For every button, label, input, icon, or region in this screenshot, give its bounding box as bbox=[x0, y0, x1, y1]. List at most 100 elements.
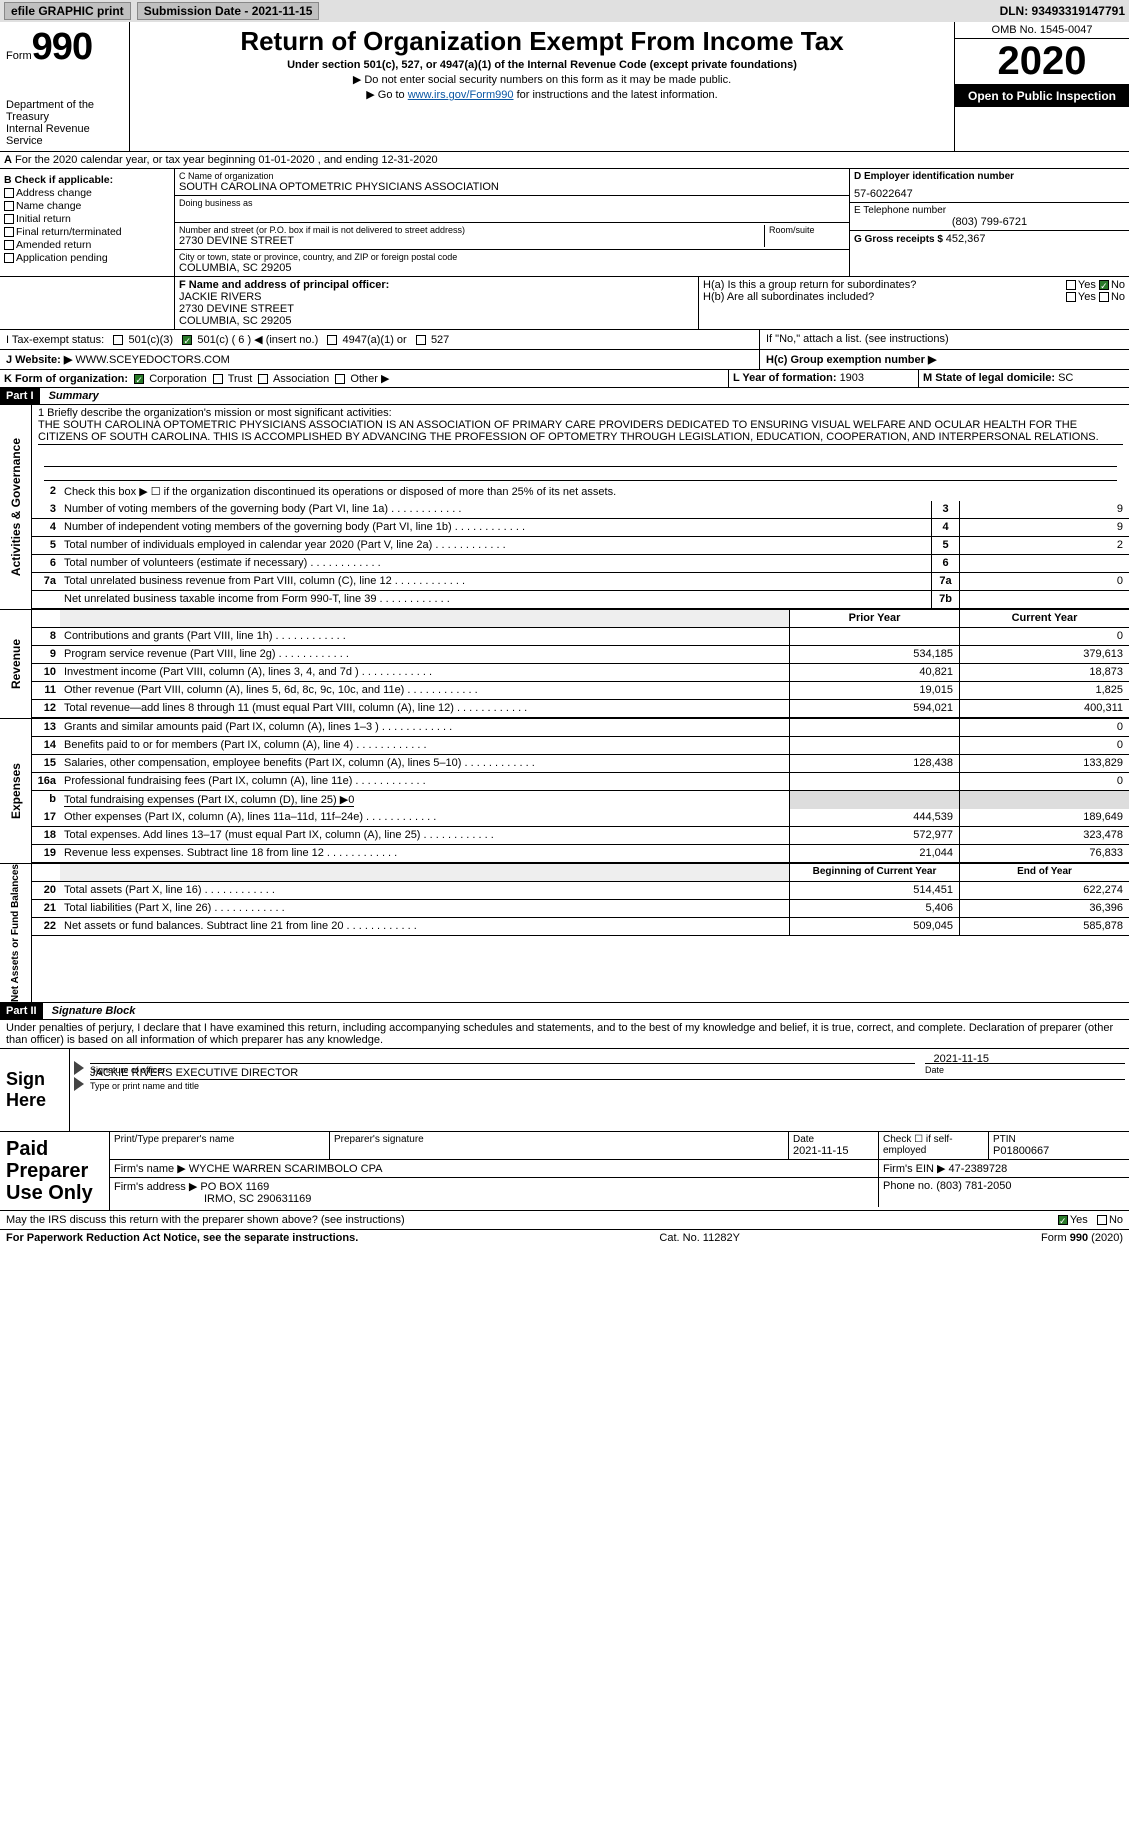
cat-no: Cat. No. 11282Y bbox=[659, 1232, 740, 1244]
open-public: Open to Public Inspection bbox=[955, 85, 1129, 107]
hb-yes[interactable] bbox=[1066, 292, 1076, 302]
discuss-yes[interactable]: ✓ bbox=[1058, 1215, 1068, 1225]
org-name-label: C Name of organization bbox=[179, 171, 845, 181]
form-number: 990 bbox=[32, 26, 92, 69]
dept-treasury: Department of the Treasury bbox=[6, 99, 123, 123]
prep-selfemp: Check ☐ if self-employed bbox=[883, 1134, 984, 1156]
period-text: For the 2020 calendar year, or tax year … bbox=[15, 154, 438, 166]
current-val: 133,829 bbox=[959, 755, 1129, 772]
form-header: Form 990 Department of the Treasury Inte… bbox=[0, 22, 1129, 152]
mission-label: 1 Briefly describe the organization's mi… bbox=[38, 407, 1123, 419]
ptin-lbl: PTIN bbox=[993, 1134, 1125, 1145]
street-value: 2730 DEVINE STREET bbox=[179, 235, 760, 247]
current-val: 0 bbox=[959, 773, 1129, 790]
top-bar: efile GRAPHIC print Submission Date - 20… bbox=[0, 0, 1129, 22]
prior-val bbox=[789, 773, 959, 790]
dba-label: Doing business as bbox=[179, 198, 845, 208]
current-val: 1,825 bbox=[959, 682, 1129, 699]
check-address: Address change bbox=[4, 187, 170, 199]
part1-header: Part I bbox=[0, 388, 40, 404]
paid-preparer-label: Paid Preparer Use Only bbox=[0, 1132, 110, 1210]
current-val: 585,878 bbox=[959, 918, 1129, 935]
firm-ein: Firm's EIN ▶ 47-2389728 bbox=[879, 1160, 1129, 1177]
gross-label: G Gross receipts $ bbox=[854, 234, 946, 245]
section-b: B Check if applicable: Address change Na… bbox=[0, 169, 175, 276]
prior-val: 514,451 bbox=[789, 882, 959, 899]
year-formation-label: L Year of formation: bbox=[733, 372, 840, 384]
ein-value: 57-6022647 bbox=[854, 188, 1125, 200]
penalty-text: Under penalties of perjury, I declare th… bbox=[0, 1020, 1129, 1049]
formorg-label: K Form of organization: bbox=[4, 373, 128, 385]
mission-text: THE SOUTH CAROLINA OPTOMETRIC PHYSICIANS… bbox=[38, 419, 1123, 445]
website-value: WWW.SCEYEDOCTORS.COM bbox=[75, 354, 229, 366]
irs-link[interactable]: www.irs.gov/Form990 bbox=[408, 89, 514, 101]
goto-pre: ▶ Go to bbox=[366, 89, 407, 101]
check-name: Name change bbox=[4, 200, 170, 212]
discuss-text: May the IRS discuss this return with the… bbox=[6, 1214, 1058, 1226]
ha-yes[interactable] bbox=[1066, 280, 1076, 290]
hc-label: H(c) Group exemption number ▶ bbox=[766, 354, 936, 366]
current-val: 36,396 bbox=[959, 900, 1129, 917]
efile-label: efile GRAPHIC print bbox=[4, 2, 131, 20]
blank-line bbox=[44, 453, 1117, 467]
current-val: 323,478 bbox=[959, 827, 1129, 844]
check-amended: Amended return bbox=[4, 239, 170, 251]
sign-here-label: Sign Here bbox=[0, 1049, 70, 1131]
gov-val bbox=[959, 555, 1129, 572]
prep-date: 2021-11-15 bbox=[793, 1145, 874, 1157]
city-value: COLUMBIA, SC 29205 bbox=[179, 262, 845, 274]
hb-label: H(b) Are all subordinates included? bbox=[703, 291, 874, 303]
prior-val bbox=[789, 628, 959, 645]
current-val: 76,833 bbox=[959, 845, 1129, 862]
section-b-label: B Check if applicable: bbox=[4, 174, 170, 186]
form-word: Form bbox=[6, 50, 32, 62]
period-a: A bbox=[4, 154, 12, 166]
prior-val bbox=[789, 719, 959, 736]
phone-value: (803) 799-6721 bbox=[854, 216, 1125, 228]
current-val: 0 bbox=[959, 628, 1129, 645]
street-label: Number and street (or P.O. box if mail i… bbox=[179, 225, 760, 235]
check-final: Final return/terminated bbox=[4, 226, 170, 238]
current-val: 400,311 bbox=[959, 700, 1129, 717]
year-formation: 1903 bbox=[840, 372, 864, 384]
attach-note: If "No," attach a list. (see instruction… bbox=[759, 330, 1129, 349]
type-name-label: Type or print name and title bbox=[90, 1079, 1125, 1091]
part1-title: Summary bbox=[43, 390, 99, 402]
discuss-no[interactable] bbox=[1097, 1215, 1107, 1225]
end-year-hdr: End of Year bbox=[959, 864, 1129, 881]
firm-address: Firm's address ▶ PO BOX 1169 bbox=[114, 1180, 874, 1193]
prior-val: 19,015 bbox=[789, 682, 959, 699]
form-ref: Form 990 (2020) bbox=[1041, 1232, 1123, 1244]
org-name: SOUTH CAROLINA OPTOMETRIC PHYSICIANS ASS… bbox=[179, 181, 845, 193]
officer-city: COLUMBIA, SC 29205 bbox=[179, 315, 694, 327]
omb-number: OMB No. 1545-0047 bbox=[955, 22, 1129, 39]
dept-irs: Internal Revenue Service bbox=[6, 123, 123, 147]
current-val: 189,649 bbox=[959, 809, 1129, 826]
officer-signed-name: JACKIE RIVERS EXECUTIVE DIRECTOR bbox=[90, 1067, 1125, 1079]
side-governance: Activities & Governance bbox=[0, 405, 32, 609]
part2-header: Part II bbox=[0, 1003, 43, 1019]
prep-date-lbl: Date bbox=[793, 1134, 874, 1145]
arrow-icon bbox=[74, 1077, 84, 1091]
part2-title: Signature Block bbox=[46, 1005, 136, 1017]
hb-no[interactable] bbox=[1099, 292, 1109, 302]
officer-street: 2730 DEVINE STREET bbox=[179, 303, 694, 315]
ptin-val: P01800667 bbox=[993, 1145, 1125, 1157]
prep-name-lbl: Print/Type preparer's name bbox=[114, 1134, 325, 1145]
firm-phone: Phone no. (803) 781-2050 bbox=[879, 1178, 1129, 1207]
ha-no[interactable]: ✓ bbox=[1099, 280, 1109, 290]
gov-val bbox=[959, 591, 1129, 608]
domicile-label: M State of legal domicile: bbox=[923, 372, 1058, 384]
current-val: 18,873 bbox=[959, 664, 1129, 681]
current-val: 0 bbox=[959, 719, 1129, 736]
prior-year-hdr: Prior Year bbox=[789, 610, 959, 627]
prior-val: 534,185 bbox=[789, 646, 959, 663]
prior-val: 572,977 bbox=[789, 827, 959, 844]
arrow-icon bbox=[74, 1061, 84, 1075]
form-subtitle: Under section 501(c), 527, or 4947(a)(1)… bbox=[138, 59, 946, 71]
begin-year-hdr: Beginning of Current Year bbox=[789, 864, 959, 881]
prior-val bbox=[789, 737, 959, 754]
firm-city: IRMO, SC 290631169 bbox=[114, 1193, 874, 1205]
prior-val: 5,406 bbox=[789, 900, 959, 917]
prior-val: 128,438 bbox=[789, 755, 959, 772]
